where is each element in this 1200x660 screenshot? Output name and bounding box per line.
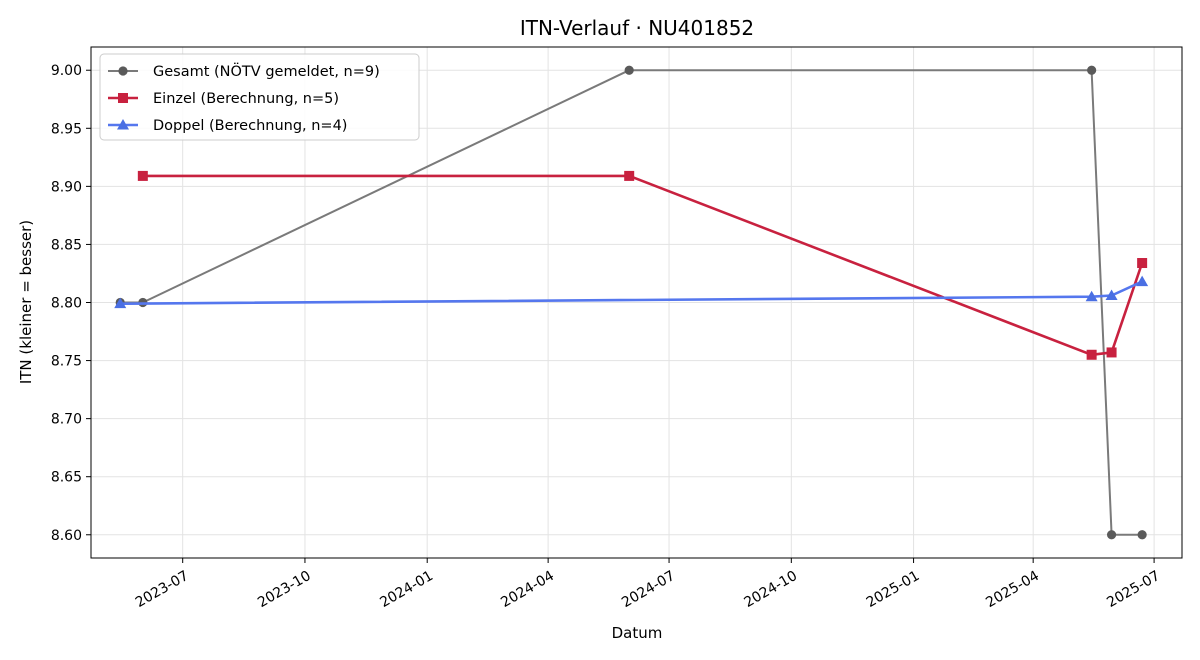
y-tick-label: 8.90 (51, 179, 82, 195)
x-tick-label: 2024-07 (619, 568, 678, 611)
legend-swatch-marker (118, 93, 128, 103)
legend-label: Doppel (Berechnung, n=4) (153, 118, 347, 134)
y-tick-label: 8.60 (51, 528, 82, 544)
data-point (1106, 530, 1117, 540)
data-point (624, 65, 634, 75)
data-point (1137, 530, 1147, 540)
legend-swatch-marker (117, 119, 129, 130)
y-axis-label: ITN (kleiner = besser) (17, 220, 35, 384)
y-axis: 8.60 8.65 8.70 8.75 8.80 8.85 8.90 8.95 9.00 (51, 63, 91, 544)
legend: Gesamt (NÖTV gemeldet, n=9) Einzel (Berec… (99, 53, 420, 141)
y-tick-label: 8.75 (51, 354, 82, 370)
legend-box (99, 53, 420, 141)
y-tick-label: 8.85 (51, 237, 82, 253)
legend-label: Gesamt (NÖTV gemeldet, n=9) (153, 62, 380, 80)
data-point (624, 170, 635, 181)
series-layer (114, 65, 1149, 540)
data-point (1086, 349, 1097, 360)
x-tick-label: 2025-01 (864, 568, 923, 611)
series-square (137, 170, 1148, 360)
legend-swatch-marker (118, 66, 128, 76)
series-line (142, 174, 1144, 357)
data-point (1106, 347, 1117, 358)
data-point (137, 170, 148, 181)
legend-label: Einzel (Berechnung, n=5) (153, 91, 339, 107)
x-tick-label: 2025-04 (983, 568, 1042, 611)
data-point (1105, 289, 1118, 301)
x-tick-label: 2024-04 (498, 568, 557, 611)
x-tick-label: 2023-07 (133, 568, 192, 611)
chart-title: ITN-Verlauf · NU401852 (520, 16, 754, 40)
data-point (1085, 290, 1098, 302)
y-tick-label: 9.00 (51, 63, 82, 79)
data-point (1137, 258, 1148, 269)
series-triangle (114, 275, 1149, 309)
y-tick-label: 8.80 (51, 296, 82, 312)
x-axis: 2023-07 2023-10 2024-01 2024-04 2024-07 2024-… (133, 558, 1163, 611)
data-point (1136, 275, 1149, 287)
x-tick-label: 2024-10 (741, 568, 800, 611)
x-tick-label: 2023-10 (255, 568, 314, 611)
y-tick-label: 8.65 (51, 470, 82, 486)
x-tick-label: 2024-01 (377, 568, 436, 611)
series-line (120, 280, 1143, 305)
y-tick-label: 8.95 (51, 121, 82, 137)
x-tick-label: 2025-07 (1104, 568, 1163, 611)
data-point (114, 297, 127, 309)
x-axis-label: Datum (612, 624, 663, 642)
y-tick-label: 8.70 (51, 412, 82, 428)
data-point (1087, 65, 1097, 75)
